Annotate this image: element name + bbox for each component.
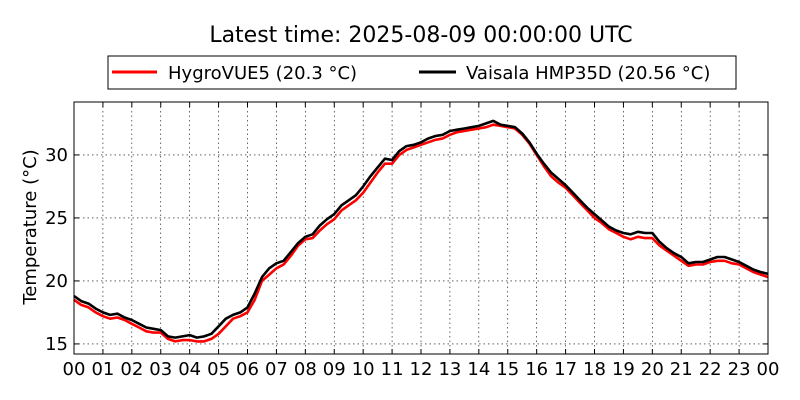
chart-title: Latest time: 2025-08-09 00:00:00 UTC xyxy=(209,23,632,48)
y-tick-label: 15 xyxy=(45,334,68,355)
x-tick-label: 22 xyxy=(699,359,722,380)
x-tick-label: 21 xyxy=(670,359,693,380)
x-tick-label: 16 xyxy=(525,359,548,380)
series-group xyxy=(73,119,769,343)
y-tick-label: 25 xyxy=(45,208,68,229)
legend-label-vaisala: Vaisala HMP35D (20.56 °C) xyxy=(466,63,710,84)
series-line-vaisala xyxy=(73,119,769,339)
x-tick-label: 15 xyxy=(496,359,519,380)
x-tick-label: 00 xyxy=(757,359,780,380)
axis-ticks: 00 01 02 03 04 05 06 07 08 09 10 11 12 13 14 15 16 17 18 19… xyxy=(45,102,779,380)
series-line-hygrovue5 xyxy=(73,123,769,343)
x-tick-label: 01 xyxy=(91,359,114,380)
x-tick-label: 09 xyxy=(323,359,346,380)
x-tick-label: 04 xyxy=(178,359,201,380)
x-tick-label: 10 xyxy=(352,359,375,380)
grid xyxy=(74,102,768,354)
x-tick-label: 08 xyxy=(294,359,317,380)
y-axis-label: Temperature (°C) xyxy=(20,149,41,305)
x-tick-label: 03 xyxy=(149,359,172,380)
y-tick-label: 30 xyxy=(45,145,68,166)
x-tick-label: 02 xyxy=(120,359,143,380)
x-tick-label: 00 xyxy=(63,359,86,380)
x-tick-label: 23 xyxy=(728,359,751,380)
y-tick-label: 20 xyxy=(45,271,68,292)
legend-label-hygrovue5: HygroVUE5 (20.3 °C) xyxy=(168,63,357,84)
x-tick-label: 06 xyxy=(236,359,259,380)
x-tick-label: 17 xyxy=(554,359,577,380)
x-tick-label: 13 xyxy=(438,359,461,380)
x-tick-label: 18 xyxy=(583,359,606,380)
legend: HygroVUE5 (20.3 °C) Vaisala HMP35D (20.5… xyxy=(107,55,737,90)
x-tick-label: 05 xyxy=(207,359,230,380)
x-tick-label: 14 xyxy=(467,359,490,380)
x-tick-label: 12 xyxy=(410,359,433,380)
x-tick-label: 19 xyxy=(612,359,635,380)
x-tick-label: 11 xyxy=(381,359,404,380)
x-tick-label: 20 xyxy=(641,359,664,380)
x-tick-label: 07 xyxy=(265,359,288,380)
